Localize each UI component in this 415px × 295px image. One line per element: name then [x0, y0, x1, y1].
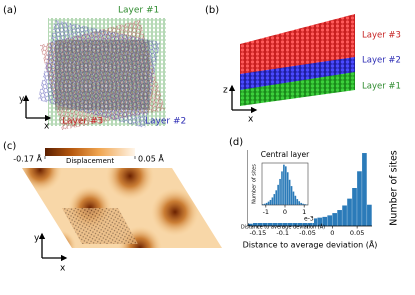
x-offset-label: e-3 — [304, 216, 314, 223]
histogram-bar — [279, 179, 281, 205]
x-tick-label: 0 — [283, 208, 287, 216]
histogram-bar — [337, 210, 342, 226]
axis-letter: x — [44, 122, 50, 132]
axis-letter: z — [223, 86, 228, 96]
histogram-bar — [362, 153, 367, 226]
x-axis-label: Distance to average deviation (Å) — [241, 224, 325, 231]
histogram-bar — [281, 171, 283, 205]
x-tick-label: 0.05 — [350, 229, 364, 237]
panel-label: (a) — [3, 5, 17, 16]
layer-label: Layer #2 — [362, 56, 401, 66]
layer-stack — [240, 14, 355, 106]
x-axis-label: Distance to average deviation (Å) — [243, 239, 378, 250]
histogram-bar — [332, 213, 337, 226]
histogram-bar — [293, 192, 295, 205]
histogram-bar — [291, 186, 293, 205]
axes-c — [42, 234, 66, 258]
layer-label: Layer #1 — [362, 82, 401, 92]
colorbar-title: Displacement — [66, 157, 114, 165]
histogram-bar — [342, 205, 347, 226]
histogram-bar — [295, 196, 297, 205]
histogram-bar — [289, 180, 291, 205]
axis-letter: y — [34, 234, 40, 244]
histogram-bar — [287, 172, 289, 205]
displacement-map — [18, 148, 225, 270]
layer-label: Layer #3 — [62, 117, 103, 127]
histogram-bar — [285, 166, 287, 205]
lattice-layers — [38, 18, 166, 130]
histogram-bar — [277, 185, 279, 205]
y-axis-label: Number of sites — [389, 150, 400, 226]
histogram-bar — [268, 202, 270, 205]
histogram-bar — [357, 171, 362, 226]
axis-letter: x — [60, 264, 66, 274]
colorbar-tick-label: 0.05 Å — [138, 153, 164, 164]
y-axis-label: Number of sites — [252, 164, 258, 204]
layer-label: Layer #3 — [362, 31, 401, 41]
histogram-bar — [274, 194, 276, 205]
panel-label: (c) — [3, 141, 16, 152]
histogram-bar — [266, 203, 268, 205]
inset-title: Central layer — [261, 150, 310, 159]
histogram-bar — [297, 199, 299, 205]
layer-label: Layer #2 — [145, 117, 186, 127]
histogram-bar — [272, 197, 274, 205]
histogram-bar — [300, 203, 302, 205]
histogram-bar — [352, 188, 357, 226]
axis-letter: x — [248, 115, 254, 125]
layer-label: Layer #1 — [118, 6, 159, 16]
histogram-bar — [367, 205, 372, 226]
histogram-bar — [347, 199, 352, 226]
histogram-bar — [283, 165, 285, 205]
histogram-bar — [270, 200, 272, 205]
histogram-bar — [275, 190, 277, 205]
histogram-bar — [298, 201, 300, 205]
panel-label: (b) — [205, 5, 219, 16]
colorbar-tick-label: -0.17 Å — [13, 153, 42, 164]
axis-letter: y — [19, 95, 25, 105]
histogram-bar — [327, 215, 332, 226]
x-tick-label: 0 — [330, 229, 334, 237]
x-tick-label: -1 — [263, 208, 269, 216]
panel-label: (d) — [229, 137, 243, 148]
